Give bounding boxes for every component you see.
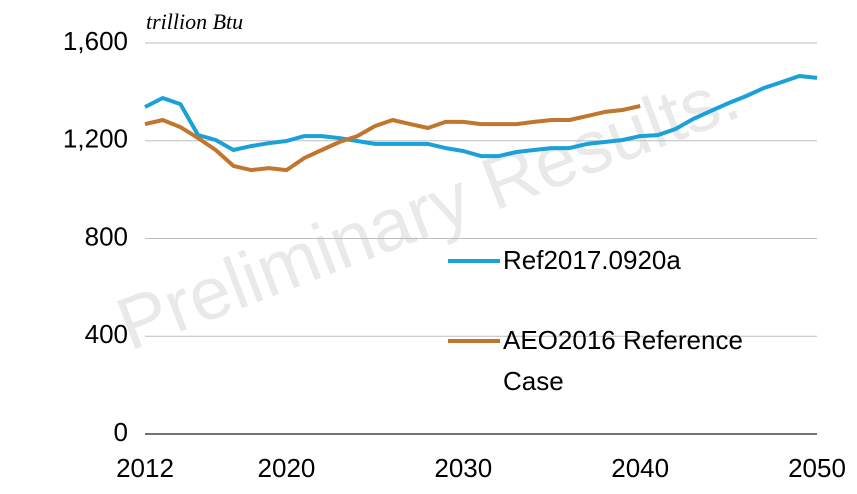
y-tick-label: 1,200 bbox=[63, 124, 128, 154]
x-tick-label: 2030 bbox=[434, 453, 492, 483]
legend-label: Ref2017.0920a bbox=[503, 245, 681, 275]
y-tick-label: 0 bbox=[114, 417, 128, 447]
x-tick-label: 2020 bbox=[258, 453, 316, 483]
legend-label: AEO2016 Reference Case bbox=[503, 325, 743, 396]
y-tick-label: 400 bbox=[85, 319, 128, 349]
x-tick-label: 2050 bbox=[788, 453, 846, 483]
y-tick-label: 800 bbox=[85, 221, 128, 251]
series-line bbox=[144, 74, 818, 159]
unit-label: trillion Btu bbox=[146, 9, 243, 34]
series-line bbox=[144, 104, 641, 173]
x-tick-label: 2012 bbox=[116, 453, 174, 483]
x-tick-label: 2040 bbox=[611, 453, 669, 483]
y-tick-label: 1,600 bbox=[63, 26, 128, 56]
